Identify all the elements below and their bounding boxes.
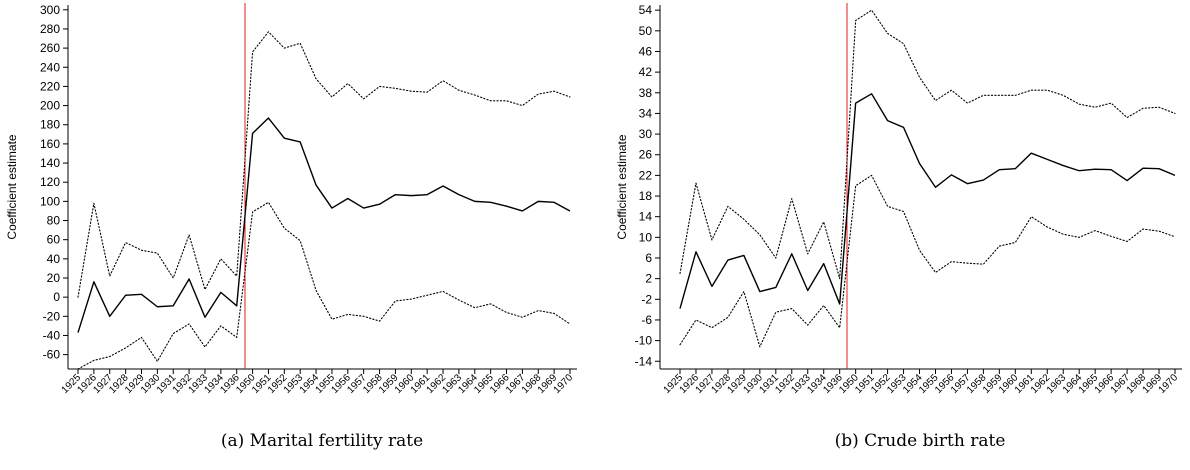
y-tick-label: 54: [639, 3, 653, 17]
y-tick-label: 160: [40, 137, 60, 151]
y-tick-label: 280: [40, 22, 60, 36]
y-tick-label: 2: [645, 272, 652, 286]
series-line-upper-ci: [679, 9, 1176, 280]
y-tick-label: 14: [639, 210, 653, 224]
y-axis-title: Coefficient estimate: [5, 134, 19, 239]
y-tick-label: 18: [639, 189, 653, 203]
panel-crude-birth-rate: -14-10-6-2261014182226303438424650541925…: [615, 3, 1182, 451]
y-tick-label: 80: [47, 214, 61, 228]
y-tick-label: 50: [639, 24, 653, 38]
y-tick-label: -60: [43, 348, 61, 362]
y-tick-label: 20: [47, 271, 61, 285]
y-tick-label: 42: [639, 65, 653, 79]
y-tick-label: 10: [639, 230, 653, 244]
y-tick-label: -6: [641, 313, 652, 327]
y-tick-label: 0: [53, 290, 60, 304]
y-tick-label: 30: [639, 127, 653, 141]
y-tick-label: 120: [40, 175, 60, 189]
panel-caption: (b) Crude birth rate: [835, 431, 1006, 451]
y-tick-label: 6: [645, 251, 652, 265]
series-line-upper-ci: [77, 31, 571, 298]
x-tick-label: 1970: [1157, 372, 1181, 396]
y-tick-label: -20: [43, 309, 61, 323]
y-tick-label: -10: [635, 334, 653, 348]
y-tick-label: 34: [639, 106, 653, 120]
series-line-estimate: [679, 93, 1176, 309]
y-tick-label: 46: [639, 44, 653, 58]
x-tick-label: 1970: [552, 372, 576, 396]
y-tick-label: 26: [639, 148, 653, 162]
y-tick-label: 260: [40, 41, 60, 55]
y-tick-label: -40: [43, 328, 61, 342]
series-line-lower-ci: [77, 201, 571, 370]
y-tick-label: 140: [40, 156, 60, 170]
panel-caption: (a) Marital fertility rate: [221, 431, 423, 451]
y-tick-label: 38: [639, 86, 653, 100]
y-tick-label: 60: [47, 233, 61, 247]
series-line-estimate: [77, 117, 571, 333]
y-tick-label: -2: [641, 292, 652, 306]
y-tick-label: -14: [635, 354, 653, 368]
y-tick-label: 22: [639, 168, 653, 182]
series-line-lower-ci: [679, 174, 1176, 348]
y-axis-title: Coefficient estimate: [615, 134, 629, 239]
panel-marital-fertility-rate: -60 -40 -20 0 20 40 60 80 100 120 140 160 180 200 220 2…: [5, 3, 577, 451]
y-tick-label: 200: [40, 99, 60, 113]
y-tick-label: 300: [40, 3, 60, 17]
y-tick-label: 100: [40, 194, 60, 208]
y-tick-label: 220: [40, 79, 60, 93]
y-tick-label: 40: [47, 252, 61, 266]
y-tick-label: 240: [40, 60, 60, 74]
y-tick-label: 180: [40, 118, 60, 132]
